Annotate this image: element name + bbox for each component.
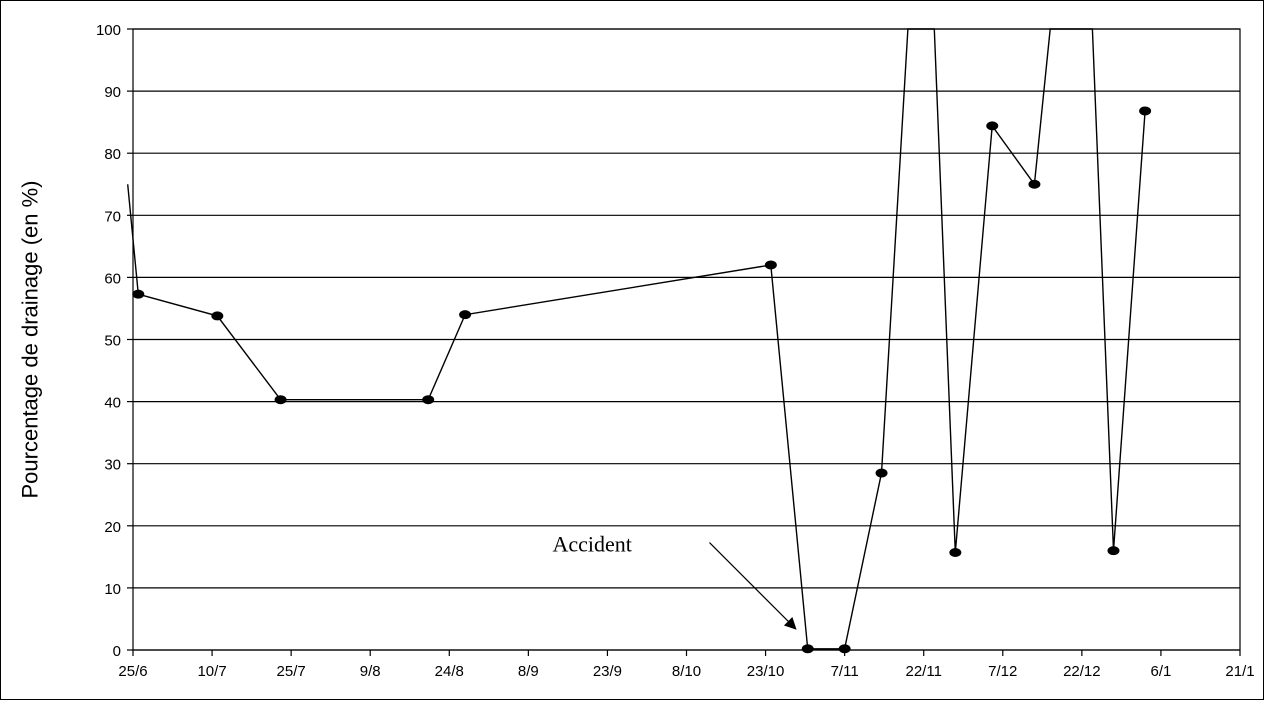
x-tick-label: 8/10	[672, 663, 701, 680]
y-tick-label: 80	[104, 146, 121, 163]
x-tick-label: 6/1	[1150, 663, 1171, 680]
series	[127, 28, 1152, 654]
y-axis-label: Pourcentage de drainage (en %)	[18, 181, 43, 499]
data-point	[211, 311, 224, 321]
annotation-label: Accident	[552, 532, 631, 557]
x-tick-label: 21/1	[1225, 663, 1254, 680]
data-point	[459, 310, 472, 320]
y-tick-label: 0	[113, 643, 121, 660]
x-tick-label: 7/11	[831, 663, 859, 680]
x-tick-label: 22/11	[905, 663, 941, 680]
x-tick-label: 25/6	[118, 663, 147, 680]
y-tick-label: 20	[104, 519, 121, 536]
x-tick-label: 25/7	[277, 663, 306, 680]
annotation-arrow	[709, 542, 797, 630]
x-tick-label: 24/8	[435, 663, 464, 680]
data-point	[986, 121, 999, 131]
x-tick-label: 9/8	[360, 663, 381, 680]
annotations: Accident	[552, 532, 797, 630]
data-point	[1107, 546, 1120, 556]
data-point	[764, 260, 777, 270]
data-point	[875, 468, 888, 478]
y-tick-label: 10	[104, 581, 121, 598]
x-tick-label: 7/12	[988, 663, 1017, 680]
x-tick-label: 10/7	[197, 663, 226, 680]
x-tick-label: 23/9	[593, 663, 622, 680]
data-point	[132, 289, 145, 299]
y-axis: 0 10 20 30 40 50 60 70 80 90 100	[96, 22, 133, 660]
data-point	[949, 548, 962, 558]
data-point	[1139, 106, 1152, 116]
y-tick-label: 40	[104, 395, 121, 412]
y-tick-label: 100	[96, 22, 121, 39]
x-tick-label: 22/12	[1063, 663, 1101, 680]
y-tick-label: 30	[104, 457, 121, 474]
x-tick-label: 8/9	[518, 663, 539, 680]
y-tick-label: 60	[104, 270, 121, 287]
data-point	[838, 644, 851, 654]
x-tick-label: 23/10	[747, 663, 785, 680]
data-point	[274, 395, 287, 405]
data-point	[1028, 179, 1041, 189]
data-point	[422, 395, 435, 405]
y-tick-label: 90	[104, 84, 121, 101]
y-tick-label: 70	[104, 208, 121, 225]
gridlines	[133, 28, 1240, 651]
x-axis: 25/6 10/7 25/7 9/8 24/8 8/9 23/9 8/10 23/10 7/11 2…	[118, 650, 1255, 680]
y-tick-label: 50	[104, 333, 121, 350]
data-point	[801, 644, 814, 654]
